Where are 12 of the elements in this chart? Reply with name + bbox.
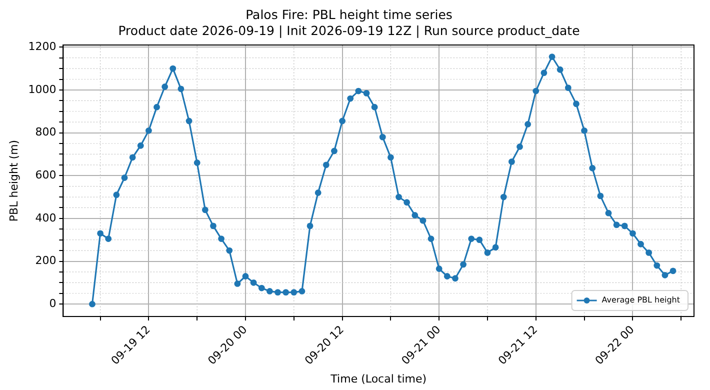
legend-label: Average PBL height <box>602 296 680 305</box>
y-tick-label: 1000 <box>28 82 56 96</box>
y-tick-label: 0 <box>49 296 56 310</box>
y-tick-label: 1200 <box>28 40 56 53</box>
y-axis-title: PBL height (m) <box>7 140 20 222</box>
x-axis-title: Time (Local time) <box>330 372 427 386</box>
y-tick-label: 800 <box>35 126 56 139</box>
y-tick-label: 600 <box>35 168 56 182</box>
chart-title: Palos Fire: PBL height time series <box>246 6 452 22</box>
chart-subtitle: Product date 2026-09-19 | Init 2026-09-19 12Z | Run source product_date <box>118 22 580 38</box>
y-tick-label: 400 <box>35 211 56 224</box>
y-tick-label: 200 <box>35 254 56 268</box>
